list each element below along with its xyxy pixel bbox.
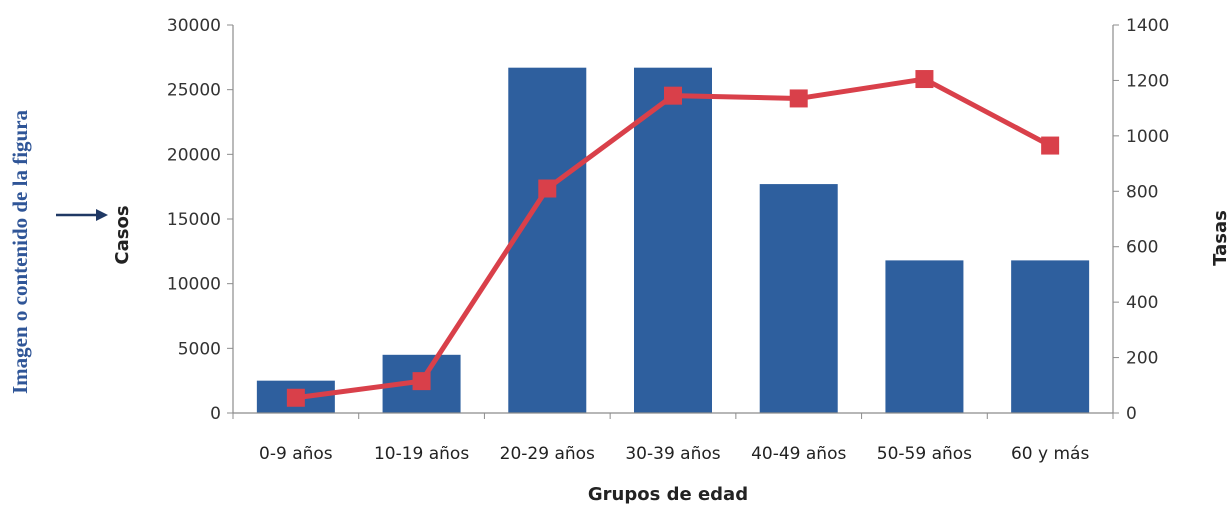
rate-point-4 (789, 89, 808, 108)
bar-series (256, 67, 1090, 414)
y-tick-label-right-2: 400 (1126, 293, 1158, 313)
y-tick-label-left-0: 0 (210, 404, 221, 424)
y-tick-label-left-6: 30000 (167, 16, 221, 36)
annotation-text: Imagen o contenido de la figura (8, 109, 32, 394)
y-tick-label-right-0: 0 (1126, 404, 1137, 424)
y-tick-label-left-3: 15000 (167, 210, 221, 230)
annotation-arrow-head (96, 209, 108, 221)
y-tick-label-left-1: 5000 (178, 339, 221, 359)
bar-2 (508, 67, 587, 414)
x-tick-label-4: 40-49 años (751, 444, 846, 464)
x-tick-label-1: 10-19 años (374, 444, 469, 464)
rate-point-2 (538, 179, 557, 198)
x-tick-label-3: 30-39 años (625, 444, 720, 464)
x-tick-label-2: 20-29 años (500, 444, 595, 464)
x-tick-label-0: 0-9 años (259, 444, 333, 464)
y-tick-label-right-6: 1200 (1126, 71, 1169, 91)
rate-point-1 (412, 372, 431, 391)
y-tick-label-right-1: 200 (1126, 349, 1158, 369)
y-tick-label-right-5: 1000 (1126, 127, 1169, 147)
x-tick-label-6: 60 y más (1011, 444, 1089, 464)
rate-point-0 (286, 388, 305, 407)
x-tick-label-5: 50-59 años (877, 444, 972, 464)
y-axis-title-left: Casos (112, 205, 133, 264)
axes: 0 5000 10000 15000 20000 25000 30000 0 200 400 600… (167, 16, 1169, 464)
rate-point-5 (915, 70, 934, 89)
y-tick-label-right-7: 1400 (1126, 16, 1169, 36)
bar-3 (634, 67, 712, 414)
y-tick-label-right-4: 800 (1126, 182, 1158, 202)
bar-6 (1011, 260, 1090, 413)
bar-5 (885, 260, 964, 413)
axis-labels: Grupos de edad Casos Tasas (112, 205, 1231, 505)
y-tick-label-left-2: 10000 (167, 275, 221, 295)
annotation-group: Imagen o contenido de la figura (8, 109, 108, 394)
y-tick-label-left-5: 25000 (167, 81, 221, 101)
y-tick-label-right-3: 600 (1126, 238, 1158, 258)
y-tick-label-left-4: 20000 (167, 145, 221, 165)
rate-point-3 (664, 86, 682, 105)
rate-point-6 (1041, 136, 1060, 155)
line-series (286, 70, 1060, 407)
bar-4 (759, 184, 838, 413)
x-axis-title: Grupos de edad (588, 484, 748, 505)
y-axis-title-right: Tasas (1210, 210, 1231, 266)
